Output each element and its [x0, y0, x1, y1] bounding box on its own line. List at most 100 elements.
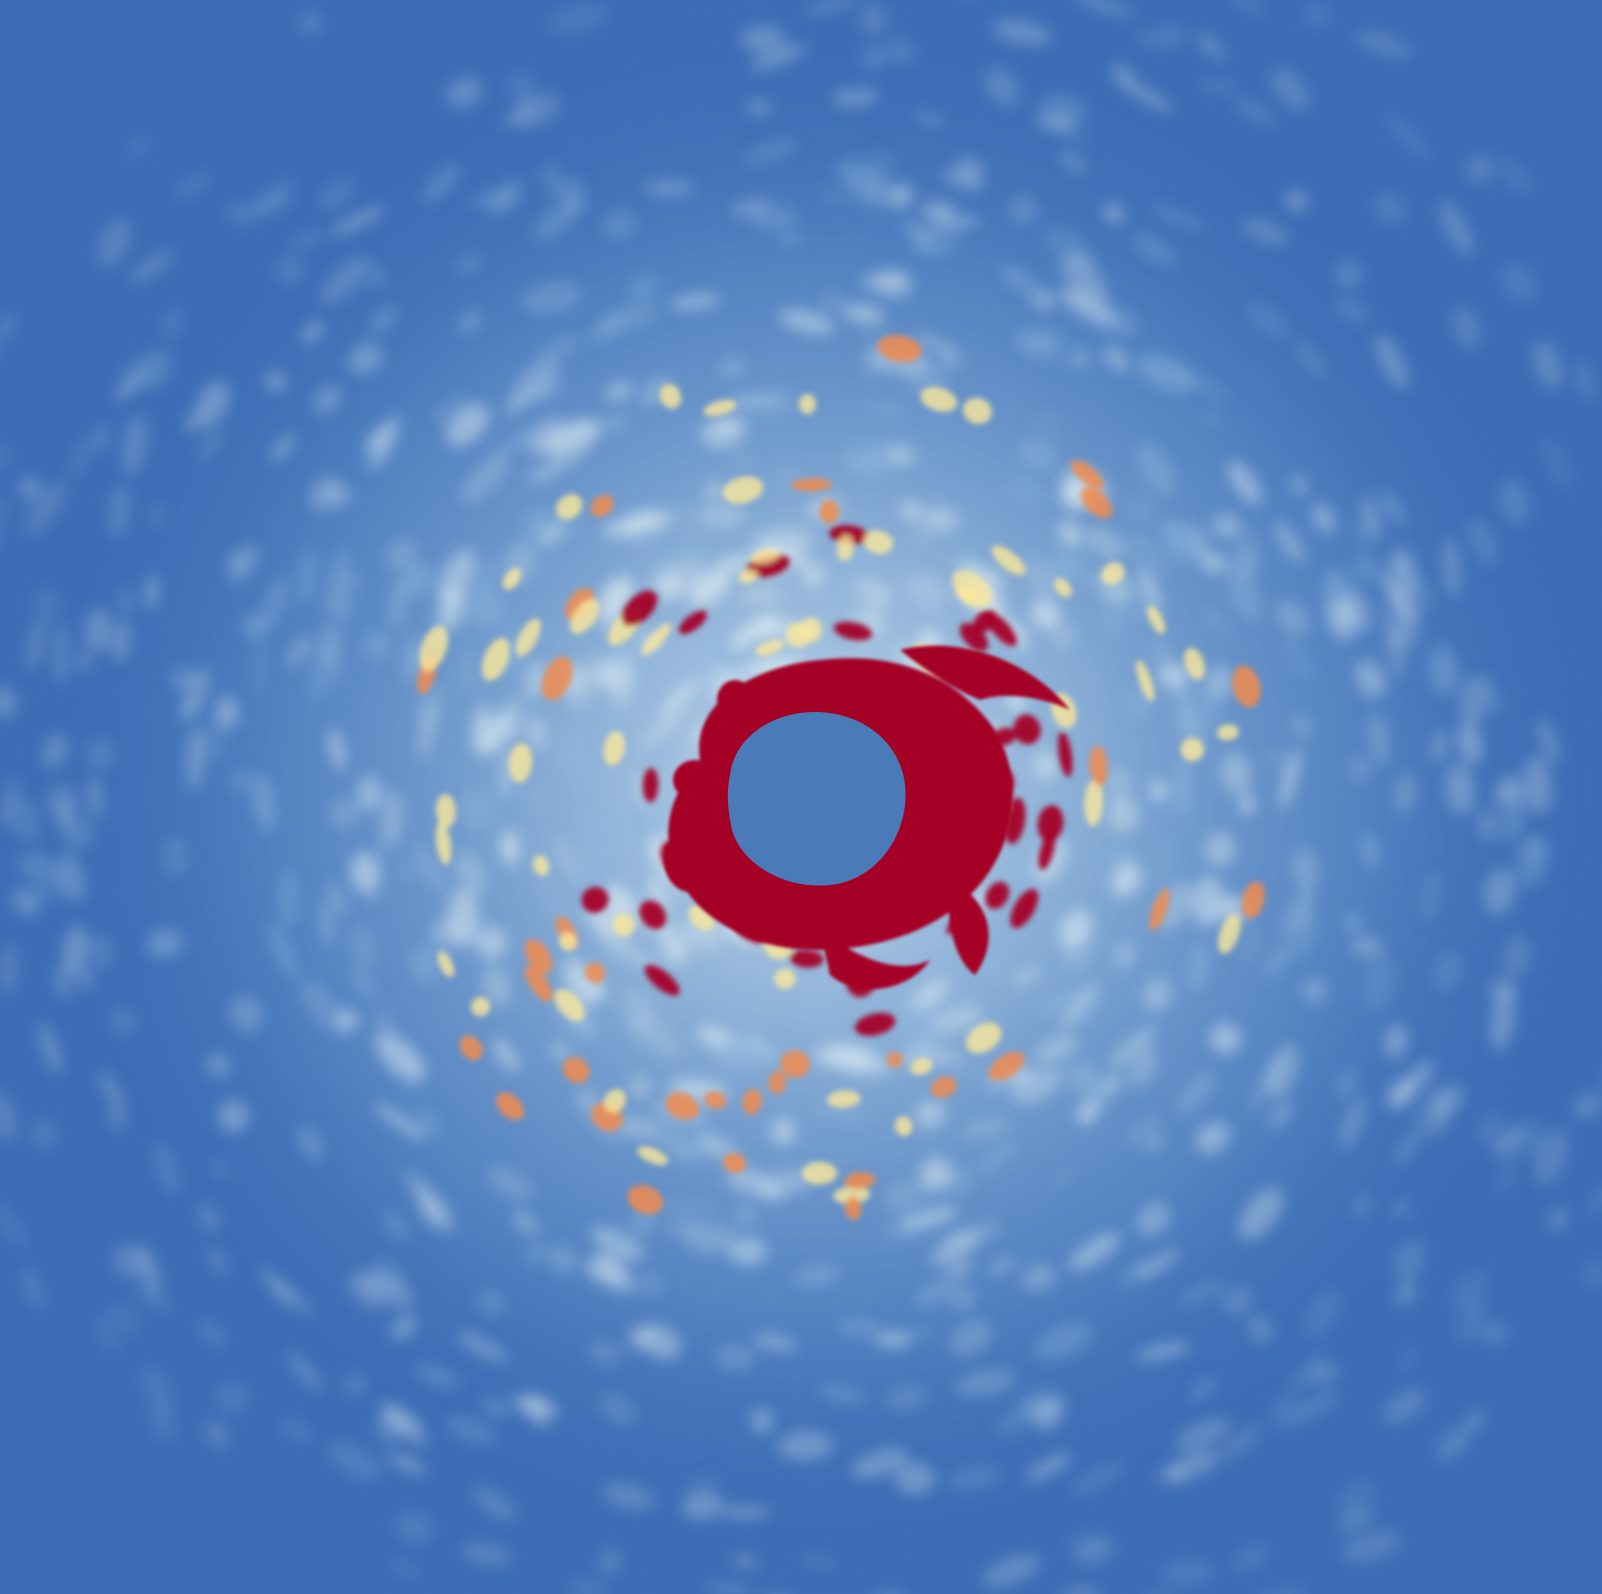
hot-speckle: [621, 590, 658, 627]
speckle: [1428, 645, 1460, 696]
speckle: [112, 619, 131, 663]
hot-speckle: [774, 968, 796, 989]
speckle: [548, 1244, 578, 1274]
speckle: [719, 1505, 771, 1519]
speckle: [1157, 664, 1190, 686]
speckle: [1549, 1207, 1567, 1232]
speckle: [1286, 1350, 1325, 1399]
speckle: [91, 422, 111, 454]
hot-speckle: [827, 1090, 861, 1108]
speckle: [1145, 1132, 1164, 1153]
speckle: [662, 680, 697, 715]
speckle: [1198, 79, 1239, 94]
hot-speckle: [1147, 605, 1166, 634]
speckle: [1051, 620, 1075, 651]
speckle: [1379, 491, 1406, 525]
speckle: [206, 1052, 230, 1078]
speckle: [855, 555, 898, 585]
speckle: [1000, 266, 1036, 292]
speckle: [472, 590, 506, 631]
speckle: [942, 1165, 971, 1196]
speckle: [1175, 754, 1191, 818]
speckle: [1341, 1529, 1400, 1564]
hot-speckle: [930, 1076, 957, 1098]
speckle: [1220, 1424, 1261, 1461]
speckle: [1350, 553, 1381, 584]
speckle: [329, 799, 359, 828]
speckle: [588, 1340, 623, 1365]
speckle: [962, 1118, 1010, 1139]
speckle: [886, 44, 916, 65]
speckle: [278, 868, 299, 929]
speckle: [1108, 1026, 1157, 1069]
speckle: [948, 1285, 976, 1311]
speckle: [0, 1090, 18, 1141]
speckle: [1291, 847, 1319, 891]
speckle: [1250, 1585, 1308, 1594]
speckle: [493, 1038, 519, 1072]
speckle: [1446, 764, 1475, 814]
speckle: [1058, 150, 1087, 173]
speckle: [1302, 1288, 1342, 1339]
speckle: [162, 835, 188, 877]
hot-speckle: [659, 384, 682, 409]
speckle: [779, 231, 801, 247]
speckle: [685, 1223, 737, 1254]
speckle: [1265, 941, 1292, 979]
speckle: [1465, 155, 1493, 183]
speckle: [121, 414, 149, 476]
speckle: [434, 397, 474, 427]
speckle: [1048, 116, 1088, 146]
speckle: [356, 775, 382, 812]
hot-speckle: [789, 949, 824, 968]
speckle: [838, 580, 877, 605]
speckle: [1389, 553, 1418, 597]
speckle: [510, 1394, 561, 1419]
speckle: [1497, 1149, 1517, 1196]
speckle: [1434, 1419, 1479, 1454]
speckle: [163, 308, 182, 338]
hot-speckle: [554, 989, 585, 1022]
speckle: [62, 816, 95, 850]
speckle: [756, 1168, 817, 1197]
speckle: [982, 66, 1018, 100]
speckle: [482, 966, 511, 1007]
speckle: [1361, 496, 1381, 539]
hot-speckle: [435, 794, 456, 828]
speckle: [455, 254, 482, 273]
hot-speckle: [988, 1051, 1025, 1081]
speckle: [9, 796, 41, 843]
speckle: [364, 632, 390, 660]
speckle: [740, 24, 786, 54]
speckle: [1014, 450, 1053, 469]
speckle: [185, 728, 205, 791]
speckle: [427, 929, 460, 965]
speckle: [267, 923, 299, 979]
speckle: [1274, 521, 1305, 564]
speckle: [634, 538, 671, 569]
hot-speckle: [1071, 460, 1104, 490]
speckle: [42, 733, 68, 769]
speckle: [242, 613, 269, 639]
speckle: [794, 1265, 839, 1287]
speckle: [946, 1466, 1001, 1491]
speckle: [606, 884, 635, 920]
speckle: [1033, 752, 1059, 780]
speckle: [684, 1475, 722, 1489]
speckle: [728, 1237, 767, 1265]
speckle: [1351, 936, 1383, 957]
speckle: [1203, 553, 1227, 575]
speckle: [1097, 601, 1129, 637]
speckle: [1280, 748, 1300, 810]
speckle: [1574, 1094, 1598, 1120]
hot-speckle: [704, 1091, 727, 1109]
speckle: [313, 385, 342, 415]
speckle: [943, 169, 984, 189]
speckle: [511, 93, 561, 129]
speckle: [750, 205, 798, 232]
speckle: [473, 1486, 517, 1521]
speckle: [477, 1289, 506, 1315]
speckle: [1239, 793, 1255, 815]
speckle: [750, 43, 807, 72]
speckle: [1500, 263, 1537, 302]
